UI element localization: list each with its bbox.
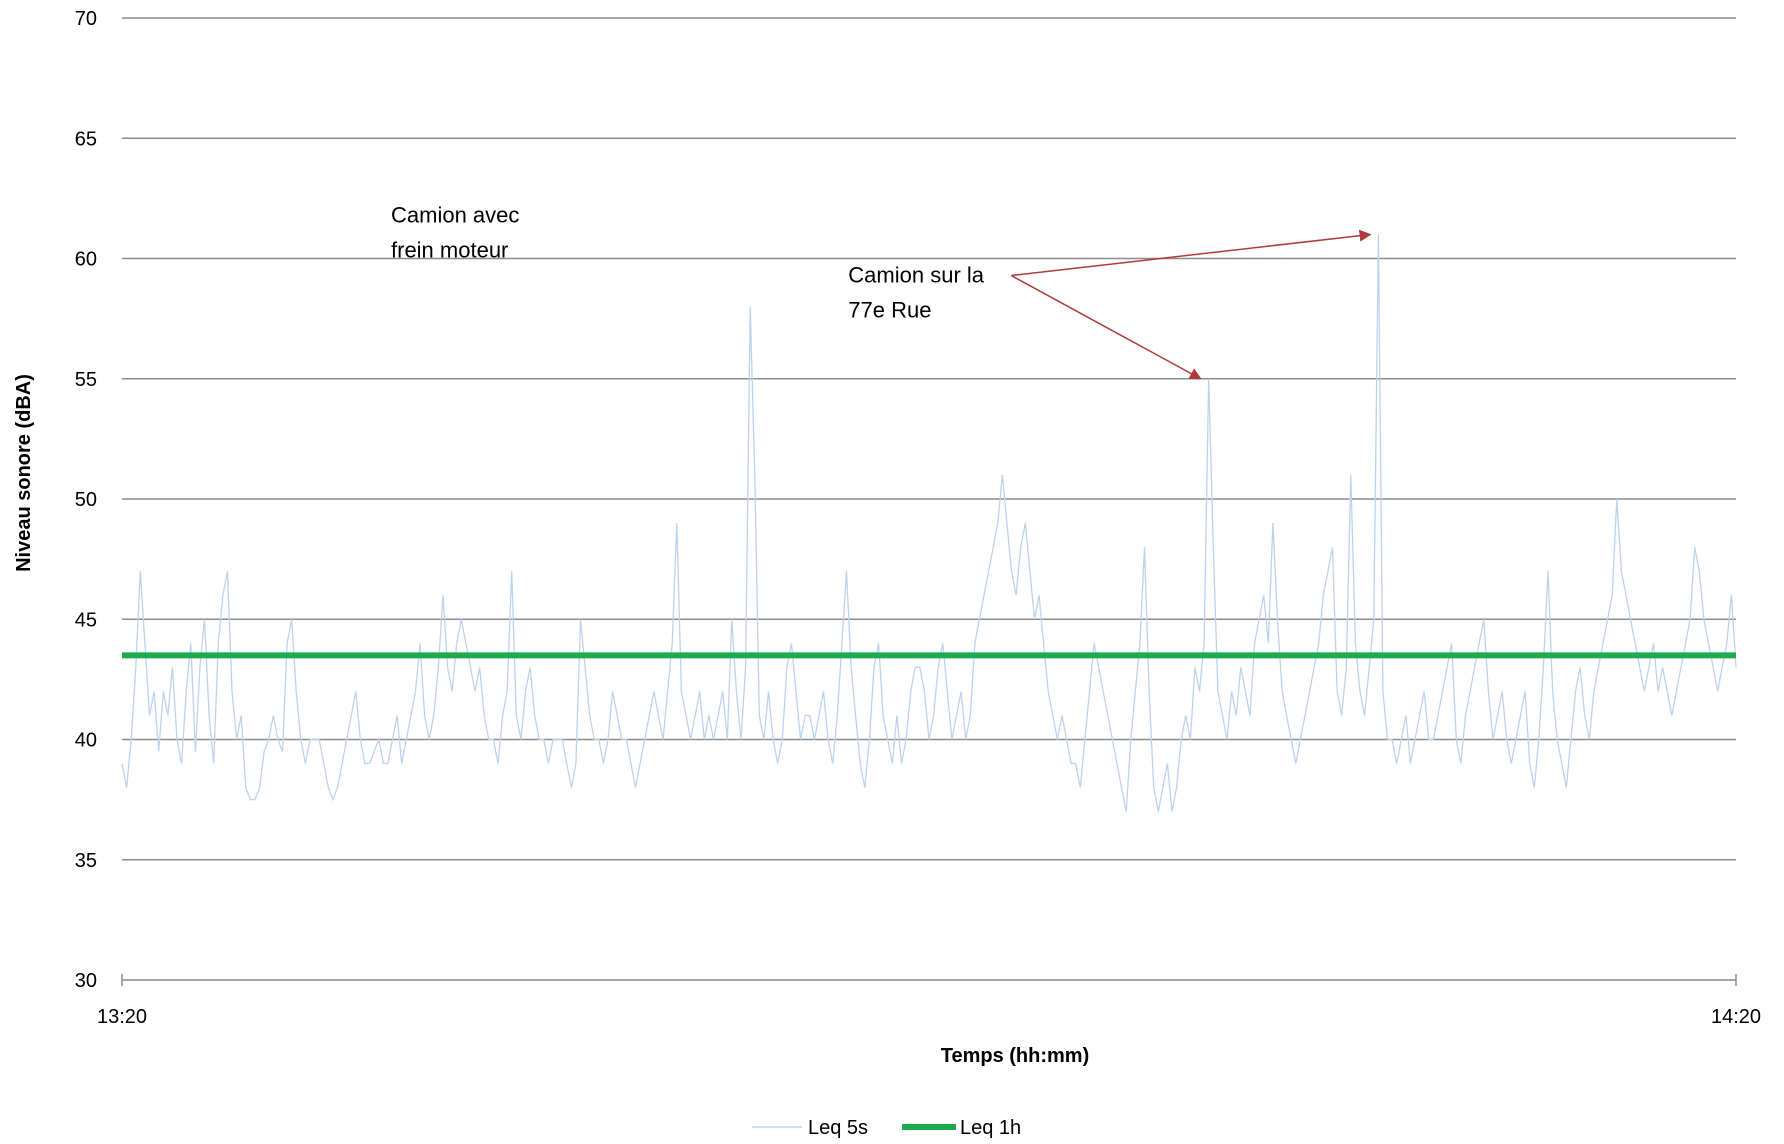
x-tick-label: 14:20 [1711,1006,1761,1028]
y-tick-label: 30 [75,970,97,992]
y-tick-label: 55 [75,369,97,391]
annotation-text: frein moteur [391,237,508,262]
legend: Leq 5s Leq 1h [752,1117,1021,1139]
x-axis-title: Temps (hh:mm) [941,1045,1090,1067]
y-tick-label: 40 [75,730,97,752]
annotation-text: Camion sur la [848,263,984,288]
series-leq-5s [121,234,1737,812]
y-axis-title: Niveau sonore (dBA) [13,374,35,572]
y-tick-label: 60 [75,249,97,271]
annotation-text: Camion avec [391,202,519,227]
y-tick-label: 45 [75,609,97,631]
y-tick-label: 50 [75,489,97,511]
y-tick-label: 35 [75,850,97,872]
legend-label-leq-1h: Leq 1h [960,1117,1021,1139]
x-axis: 13:20 14:20 [97,974,1761,1028]
x-tick-label: 13:20 [97,1006,147,1028]
annotation-text: 77e Rue [848,298,931,323]
y-tick-label: 70 [75,8,97,30]
line-leq-5s [121,234,1737,812]
annotation-arrow [1010,274,1202,380]
legend-label-leq-5s: Leq 5s [808,1117,868,1139]
annotations: Camion avec frein moteur Camion sur la 77e… [391,202,1372,380]
y-tick-label: 65 [75,128,97,150]
annotation-arrow [1011,229,1372,277]
gridlines [122,17,1736,861]
y-tick-labels: 30 35 40 45 50 55 60 65 70 [75,8,97,992]
